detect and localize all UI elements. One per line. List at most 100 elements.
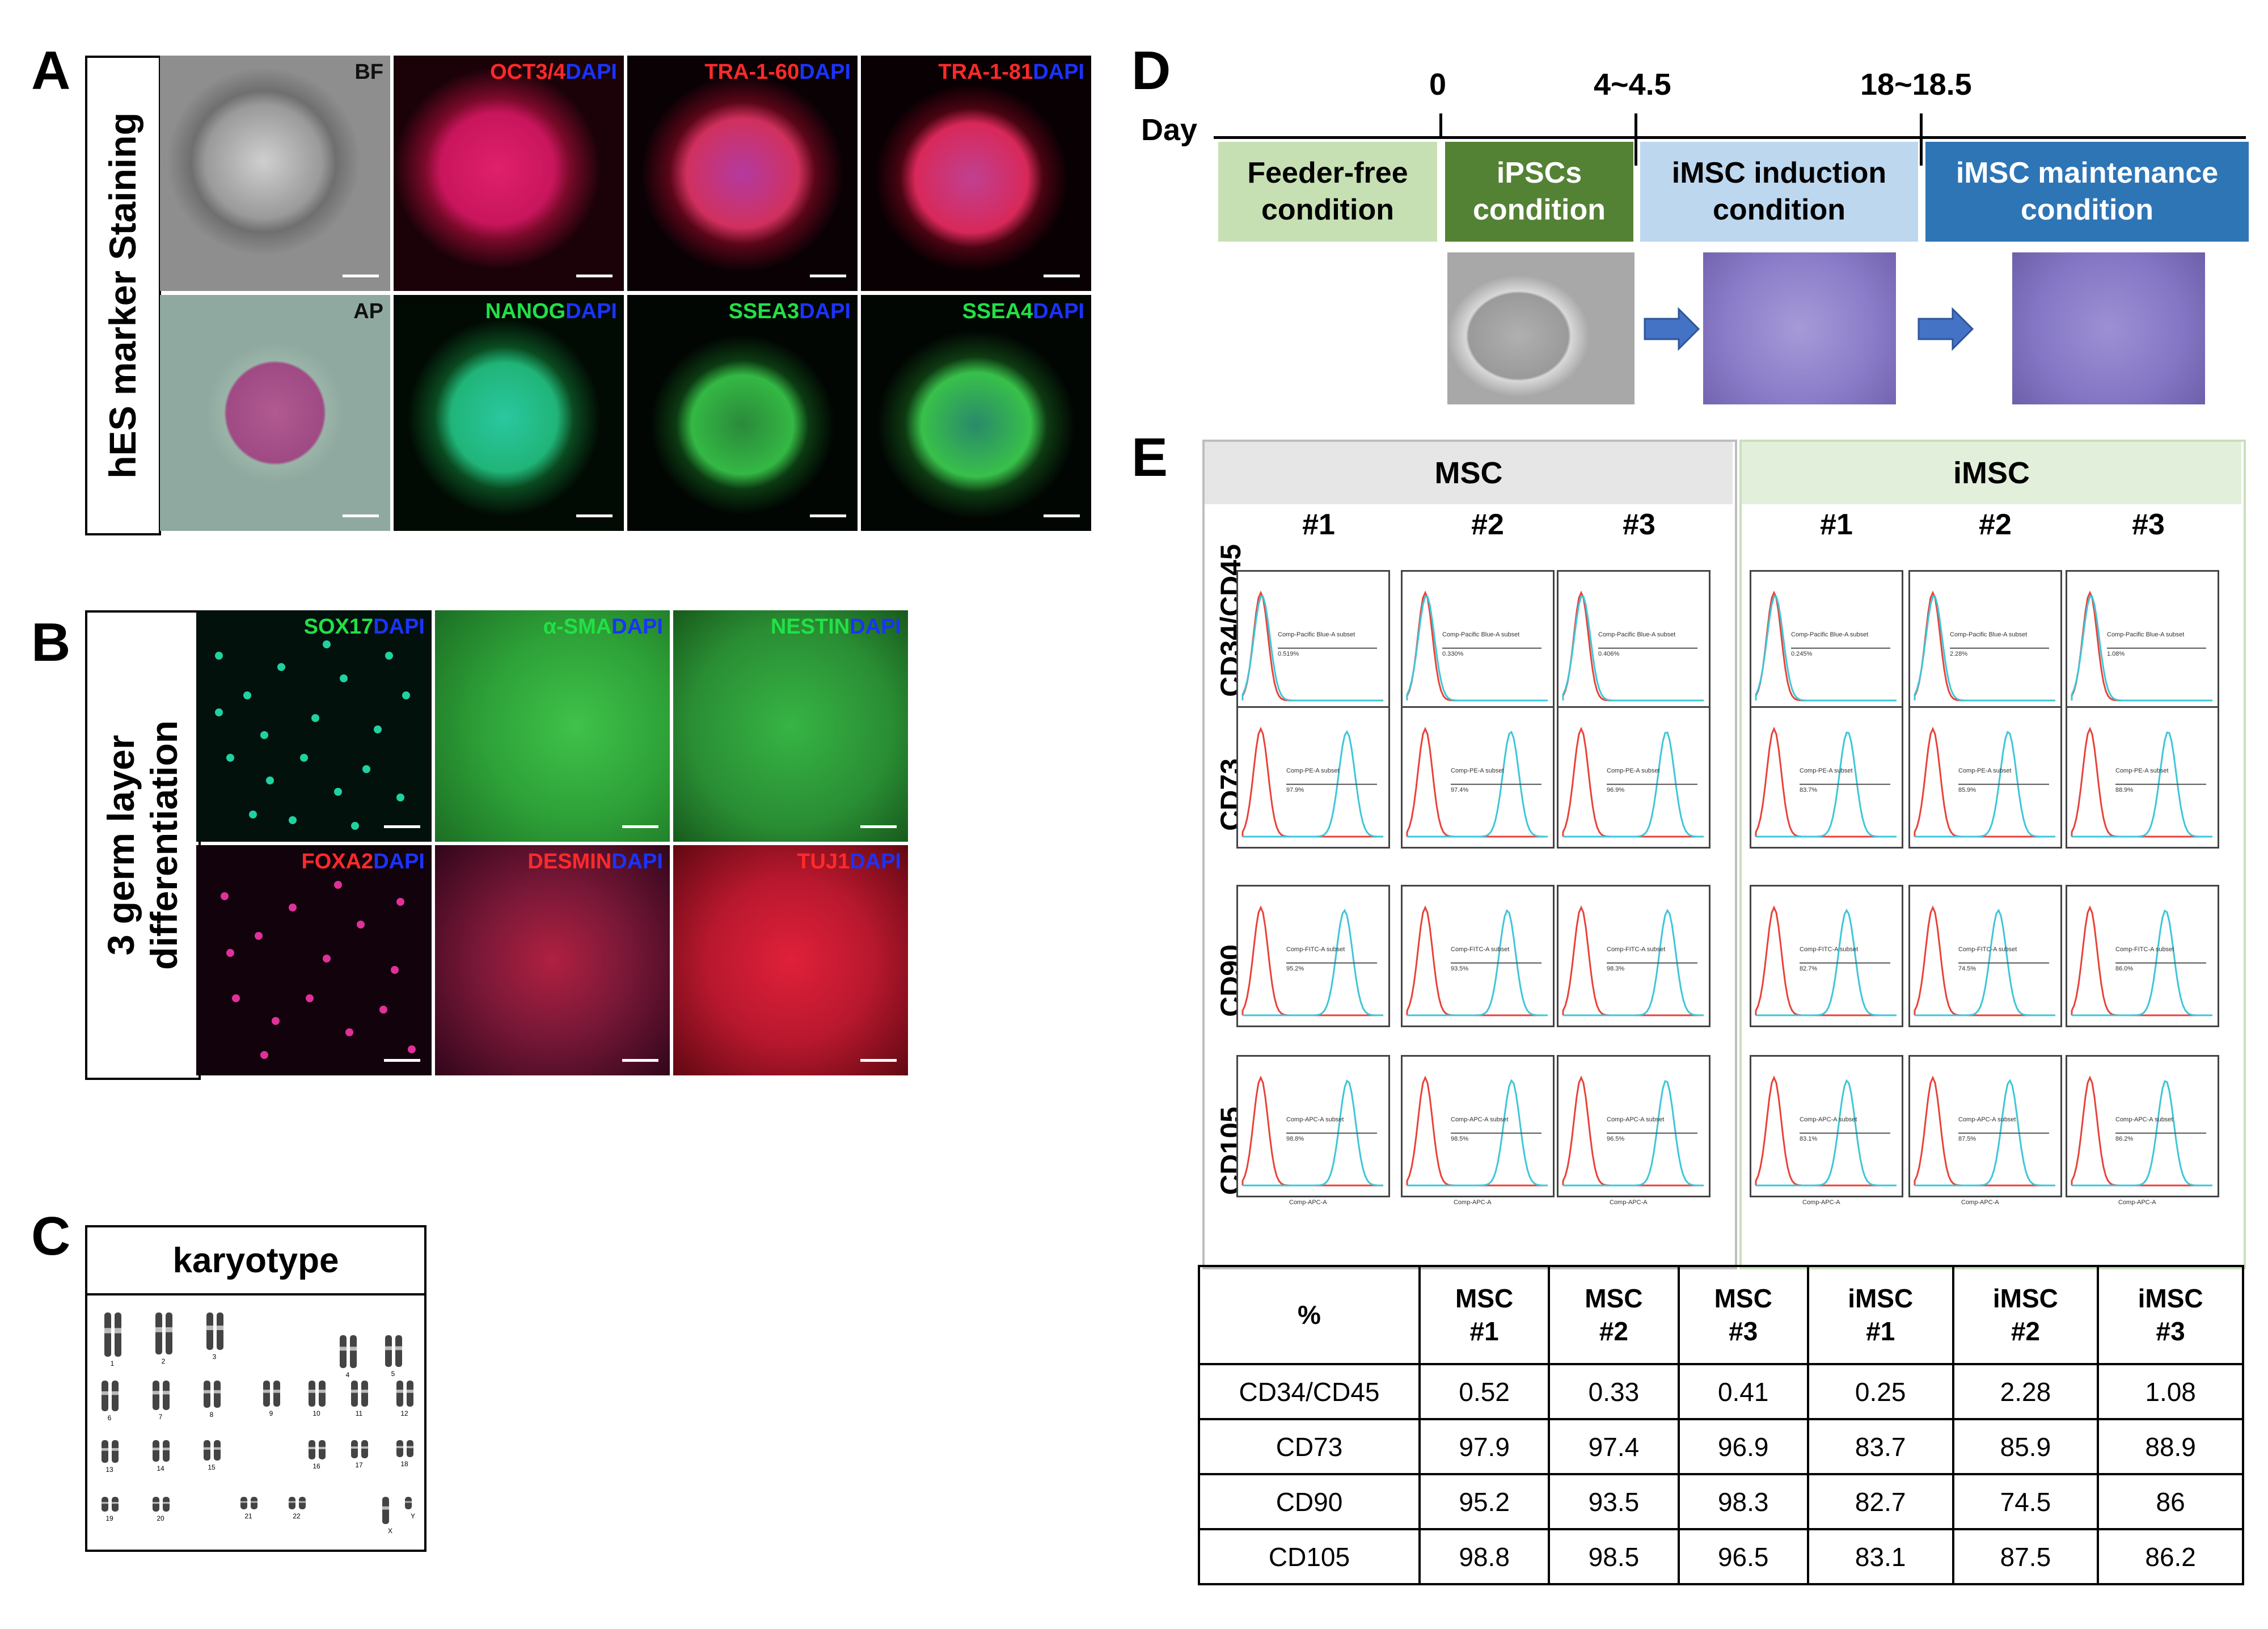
stage-feeder-free-l2: condition [1261,193,1394,226]
day-label: Day [1141,113,1198,147]
table-cell: 88.9 [2097,1418,2244,1475]
gate-label: Comp-FITC-A subset [1286,946,1345,953]
ap-label: AP [353,299,383,323]
chromosome-number: 17 [355,1461,363,1469]
ap-image: AP [160,295,390,531]
chromosome-pair: 13 [102,1440,119,1474]
scale-bar [343,275,379,277]
stained-curve [1756,1079,1897,1187]
table-cell: 96.9 [1677,1418,1809,1475]
foxa2-image: FOXA2DAPI [196,845,432,1075]
axis-name: Comp-APC-A [1961,1199,1999,1206]
table-cell: 0.25 [1806,1363,1954,1420]
chromosome-pair: 3 [206,1313,223,1361]
imsc-col-1: #1 [1820,508,1853,541]
flow-histogram: Comp-FITC-A subset 95.2% [1236,885,1390,1027]
flow-histogram: Comp-FITC-A subset 74.5% [1908,885,2062,1027]
dapi-label: DAPI [373,850,425,873]
control-curve [1914,905,2055,1016]
ssea3-image: SSEA3DAPI [627,295,858,531]
gate-label: Comp-APC-A subset [1451,1116,1509,1123]
imsc-header: iMSC [1742,442,2241,504]
stained-curve [1241,596,1383,702]
stage-feeder-free: Feeder-free condition [1218,142,1437,242]
table-header-cell: MSC #2 [1548,1265,1680,1365]
scale-bar [576,514,613,517]
stage-imsc-induction-l2: condition [1713,193,1845,226]
flow-histogram: Comp-APC-A subset 98.8% Comp-APC-A [1236,1055,1390,1206]
chromosome-number: 18 [400,1460,408,1468]
chromosome-number: 22 [293,1512,301,1520]
gate-percent: 87.5% [1958,1135,1976,1142]
chromosome-number: 14 [157,1465,164,1472]
control-curve [1914,1075,2055,1187]
dapi-label: DAPI [850,850,901,873]
panel-d-label: D [1131,40,1171,101]
scale-bar [576,275,613,277]
stained-curve [2072,1080,2212,1187]
table-header-cell: % [1198,1265,1421,1365]
chromosome-pair: 19 [102,1497,119,1522]
table-cell: 82.7 [1806,1473,1954,1530]
gate-label: Comp-APC-A subset [1286,1116,1344,1123]
stained-curve [1756,731,1897,838]
panel-a-label: A [31,40,71,101]
table-cell: 98.5 [1548,1528,1680,1585]
header-l1: iMSC [2138,1284,2203,1313]
chromosome-number: 19 [105,1514,113,1522]
foxa2-label: FOXA2 [301,850,374,873]
ipsc-colony-image [1447,252,1635,404]
gate-label: Comp-PE-A subset [1451,767,1504,774]
gate-label: Comp-Pacific Blue-A subset [1950,631,2028,638]
header-l1: iMSC [1992,1284,2058,1313]
stage-feeder-free-l1: Feeder-free [1247,157,1408,189]
arrow-icon [1644,307,1700,351]
control-curve [1755,727,1897,838]
asma-label: α-SMA [543,615,612,639]
gate-label: Comp-PE-A subset [2115,767,2169,774]
flow-histogram: Comp-FITC-A subset 86.0% [2066,885,2219,1027]
desmin-label: DESMIN [527,850,612,873]
gate-percent: 0.519% [1278,650,1299,657]
scale-bar [1044,514,1080,517]
table-header-cell: iMSC #2 [1952,1265,2100,1365]
control-curve [1406,905,1548,1016]
arrow-icon [1918,307,1974,351]
gate-label: Comp-PE-A subset [1607,767,1660,774]
table-cell: 74.5 [1952,1473,2100,1530]
gate-percent: 96.5% [1607,1135,1625,1142]
gate-percent: 86.2% [2115,1135,2134,1142]
oct34-label: OCT3/4 [490,60,566,84]
flow-histogram: Comp-APC-A subset 87.5% Comp-APC-A [1908,1055,2062,1206]
chromosome-number: 7 [159,1413,163,1421]
panel-a-side-box: hES marker Staining [85,56,161,535]
msc-col-3: #3 [1623,508,1655,541]
chromosome-pair: 5 [385,1335,402,1378]
scale-bar [810,275,846,277]
control-curve [1755,590,1897,702]
table-row: CD90 95.2 93.5 98.3 82.7 74.5 86 [1198,1473,2244,1530]
chromosome-pair: 18 [396,1440,413,1468]
control-curve [1562,1075,1704,1187]
axis-name: Comp-APC-A [1454,1199,1492,1206]
chromosome-pair: 15 [204,1440,221,1471]
ssea4-label: SSEA4 [962,299,1033,323]
table-header-cell: MSC #3 [1677,1265,1809,1365]
panel-e-label: E [1131,427,1168,488]
gate-label: Comp-APC-A subset [1958,1116,2016,1123]
tick-day18 [1920,113,1923,166]
table-cell: 96.5 [1677,1528,1809,1585]
flow-histogram: Comp-PE-A subset 96.9% [1557,706,1710,849]
table-cell: CD90 [1198,1473,1421,1530]
nestin-label: NESTIN [770,615,850,639]
oct34-image: OCT3/4DAPI [394,56,624,291]
panel-a-side-label: hES marker Staining [102,112,144,479]
axis-name: Comp-APC-A [2118,1199,2156,1206]
table-cell: 86 [2097,1473,2244,1530]
gate-percent: 1.08% [2107,650,2125,657]
header-l2: #1 [1866,1316,1895,1346]
axis-name: Comp-APC-A [1802,1199,1840,1206]
header-l1: iMSC [1848,1284,1914,1313]
stage-imsc-induction-l1: iMSC induction [1671,157,1887,189]
control-curve [2071,590,2212,702]
